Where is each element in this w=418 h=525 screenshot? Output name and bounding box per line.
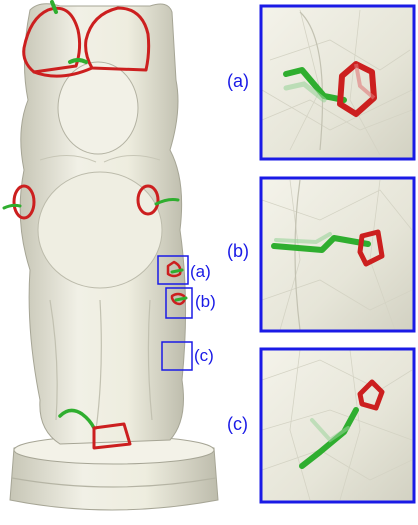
- panel-a-green-loop: [283, 67, 347, 103]
- panel-c-green-loop: [299, 407, 359, 469]
- callout-b-loop: [170, 292, 186, 306]
- callout-label-c: (c): [194, 346, 214, 365]
- left-hand-loop-green: [2, 203, 22, 210]
- panel-label-a: (a): [227, 71, 249, 91]
- foot-loop-green: [58, 408, 96, 430]
- zoom-panel-a: [259, 4, 416, 161]
- callout-label-a: (a): [190, 262, 211, 281]
- zoom-panel-b: [259, 176, 416, 333]
- neck-loop-green: [68, 58, 88, 64]
- foot-loop-red: [92, 422, 132, 450]
- statue-model: [9, 3, 219, 511]
- callout-a-loop: [166, 260, 182, 278]
- zoom-panel-c-frame: [259, 347, 416, 504]
- panel-b-green-loop: [271, 235, 371, 253]
- left-arm-loop-red: [22, 6, 82, 74]
- statue-head: [57, 61, 139, 155]
- panel-b-red-loop: [357, 229, 385, 267]
- zoom-panel-c: [259, 347, 416, 504]
- panel-c-red-loop: [357, 379, 385, 411]
- zoom-panel-a-frame: [259, 4, 416, 161]
- right-hand-loop-green: [154, 198, 180, 206]
- callout-boxes: [157, 255, 193, 371]
- statue-belly: [37, 171, 163, 289]
- top-loop-green: [50, 0, 58, 14]
- right-hand-loop-red: [136, 184, 160, 216]
- statue-loops: [2, 0, 188, 450]
- right-arm-loop-red: [84, 6, 151, 72]
- left-hand-loop-red: [12, 184, 36, 220]
- callout-label-b: (b): [195, 292, 216, 311]
- zoom-panel-b-frame: [259, 176, 416, 333]
- callout-box-b: [165, 287, 193, 319]
- callout-box-a: [157, 255, 189, 285]
- callout-box-c: [161, 341, 193, 371]
- panel-label-b: (b): [227, 241, 249, 261]
- panel-label-c: (c): [227, 414, 248, 434]
